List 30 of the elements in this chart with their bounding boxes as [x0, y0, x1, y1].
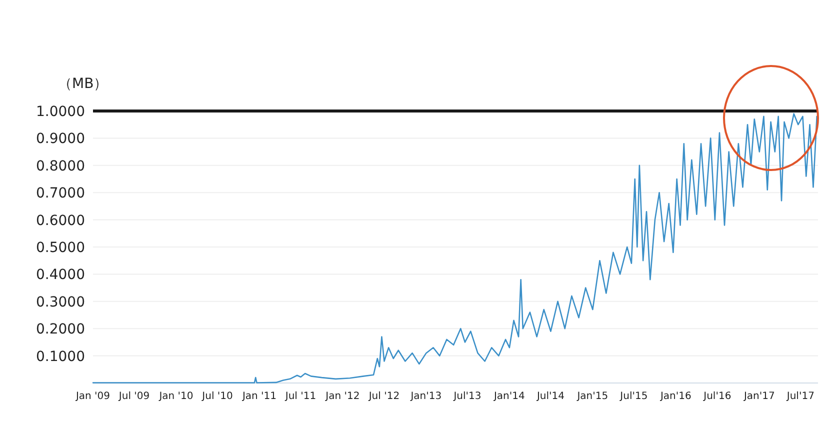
- x-tick-label: Jul '09: [118, 391, 150, 402]
- y-tick-label: 0.4000: [36, 267, 85, 284]
- x-tick-label: Jan'13: [410, 391, 442, 402]
- y-axis-title: （MB）: [58, 76, 108, 92]
- y-tick-label: 1.0000: [36, 104, 85, 120]
- x-tick-label: Jul'14: [536, 391, 564, 402]
- x-tick-label: Jul '11: [284, 391, 316, 402]
- x-tick-label: Jan'16: [659, 391, 692, 402]
- y-tick-label: 0.1000: [36, 348, 85, 365]
- line-series: [92, 113, 818, 384]
- y-tick-label: 0.8000: [36, 158, 85, 174]
- x-tick-label: Jul'16: [702, 391, 732, 402]
- y-tick-label: 0.2000: [36, 322, 85, 338]
- x-tick-label: Jul'13: [452, 391, 482, 402]
- x-tick-label: Jul '12: [368, 391, 400, 402]
- x-tick-label: Jan '12: [324, 391, 360, 402]
- x-tick-label: Jan '09: [74, 391, 110, 402]
- x-tick-label: Jan '10: [158, 391, 194, 402]
- x-tick-label: Jul'15: [619, 391, 648, 402]
- x-tick-label: Jan'15: [576, 391, 608, 402]
- y-tick-label: 0.9000: [36, 131, 85, 148]
- x-tick-label: Jan'14: [492, 391, 525, 402]
- x-tick-label: Jan '11: [241, 391, 277, 402]
- x-tick-label: Jul '10: [201, 391, 233, 402]
- y-tick-label: 0.5000: [36, 240, 85, 256]
- y-tick-label: 0.6000: [36, 212, 85, 229]
- x-tick-label: Jul'17: [786, 391, 814, 402]
- y-tick-label: 0.3000: [36, 294, 85, 310]
- x-tick-label: Jan'17: [742, 391, 775, 402]
- y-tick-label: 0.7000: [36, 186, 85, 202]
